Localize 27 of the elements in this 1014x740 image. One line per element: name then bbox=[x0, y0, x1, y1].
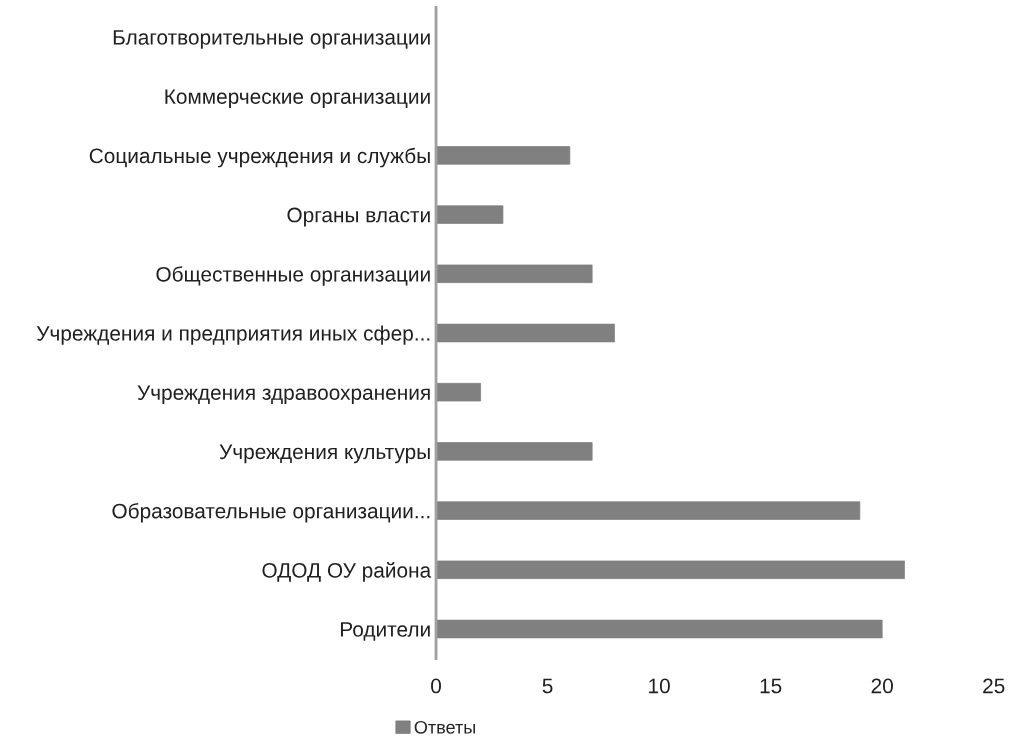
x-tick-label: 20 bbox=[871, 678, 893, 694]
y-tick-label: Органы власти bbox=[287, 207, 430, 227]
y-tick-label: Благотворительные организации bbox=[113, 30, 430, 49]
bar bbox=[436, 205, 504, 224]
bar bbox=[436, 442, 593, 461]
bar bbox=[436, 146, 571, 165]
x-tick-label: 25 bbox=[983, 678, 1005, 694]
bar bbox=[436, 323, 615, 343]
y-tick-label: Учреждения здравоохранения bbox=[137, 385, 430, 405]
y-tick-label: Социальные учреждения и службы bbox=[89, 147, 430, 168]
x-tick-label: 5 bbox=[542, 678, 553, 694]
bar bbox=[436, 619, 883, 639]
y-tick-label: Учреждения культуры bbox=[219, 444, 430, 464]
y-tick-label: Образовательные организации... bbox=[112, 502, 430, 523]
y-tick-label: Родители bbox=[340, 622, 430, 641]
y-tick-label: Коммерческие организации bbox=[165, 89, 430, 109]
x-tick-label: 10 bbox=[649, 678, 670, 694]
y-tick-label: Учреждения и предприятия иных сфер... bbox=[36, 325, 430, 345]
x-tick-label: 0 bbox=[431, 678, 441, 694]
y-tick-label: Общественные организации bbox=[156, 266, 430, 286]
bar bbox=[436, 560, 905, 580]
legend-label: Ответы bbox=[414, 720, 475, 734]
bar bbox=[436, 501, 861, 520]
y-tick-label: ОДОД ОУ района bbox=[262, 562, 432, 582]
x-tick-label: 15 bbox=[760, 678, 782, 694]
bar bbox=[436, 264, 593, 284]
bar bbox=[436, 382, 481, 402]
